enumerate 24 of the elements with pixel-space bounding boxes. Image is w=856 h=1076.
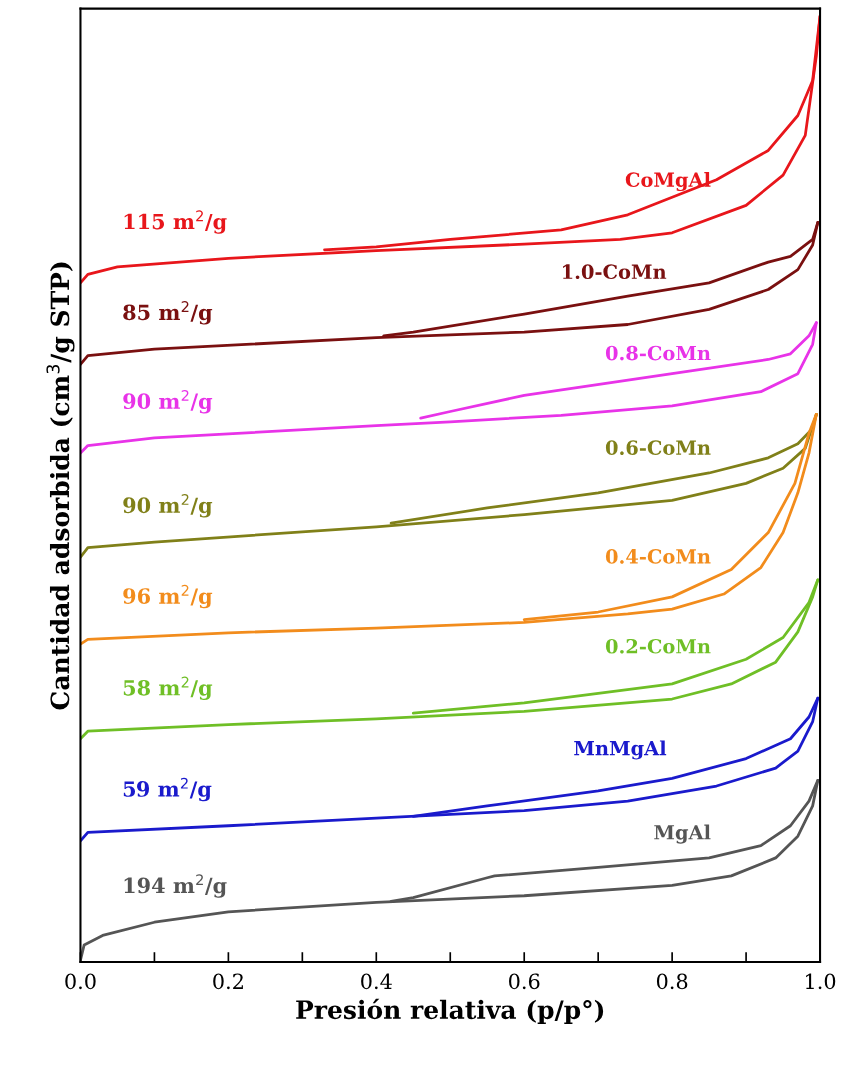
annotation: 90 m$^{2}$/g [123,390,213,414]
series-label: 0.4-CoMn [605,549,711,564]
annotation: 85 m$^{2}$/g [123,301,213,325]
x-axis-title: Presión relativa (p/p°) [296,998,604,1024]
x-tick-label: 0.2 [213,973,243,990]
series-label: 1.0-CoMn [563,264,667,280]
series-label: 0.8-CoMn [605,345,711,361]
x-tick-label: 0.8 [656,973,688,990]
annotation: 59 m$^{2}$/g [123,777,212,802]
annotation: 194 m$^{2}$/g [124,874,227,898]
x-tick-label: 0.4 [361,973,392,990]
series-label: CoMgAl [625,171,711,192]
annotation: 115 m$^{2}$/g [124,210,227,234]
series-label: 0.6-CoMn [605,440,711,455]
x-tick-label: 0.0 [65,973,96,990]
annotation: 96 m$^{2}$/g [123,584,213,609]
series-label: MnMgAl [574,740,667,760]
annotation: 58 m$^{2}$/g [123,676,213,700]
annotation: 90 m$^{2}$/g [123,494,213,518]
y-axis-title: Cantidad adsorbida (cm$^{3}$/g STP) [46,262,75,710]
x-tick-label: 0.6 [509,973,540,990]
x-tick-label: 1.0 [806,973,836,990]
series-label: MgAl [654,824,711,844]
series-label: 0.2-CoMn [605,638,711,654]
